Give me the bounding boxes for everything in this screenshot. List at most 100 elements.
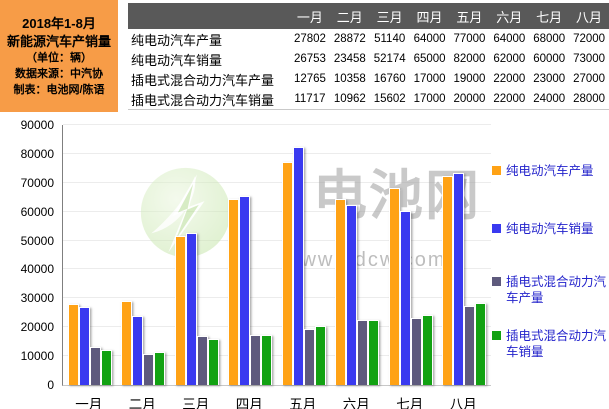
y-axis-tick-label: 0 [47, 378, 54, 392]
y-axis-tick-label: 70000 [20, 175, 54, 190]
table-cell: 65000 [413, 53, 446, 65]
table-cell: 23458 [333, 53, 366, 65]
legend-entry-bev-sales: 纯电动汽车销量 [492, 221, 607, 237]
credit-line: 制表：电池网/陈语 [13, 83, 105, 96]
table-row: 纯电动汽车产量 27802 28872 51140 64000 77000 64000 680… [128, 29, 609, 49]
table-cell: 12765 [293, 73, 326, 85]
table-cell: 22000 [493, 73, 526, 85]
gridline [63, 326, 491, 327]
table-cell: 23000 [533, 73, 566, 85]
table-cell: 77000 [453, 33, 486, 45]
bar-phev-sales [207, 339, 219, 385]
x-axis-label: 六月 [342, 397, 370, 409]
plot-area: 电池网 www.itdcw.com [62, 124, 491, 386]
legend-swatch-icon [492, 224, 501, 234]
chart-legend: 纯电动汽车产量 纯电动汽车销量插电式混合动力汽车产量 插电式混合动力汽车销量 [492, 115, 607, 361]
gridline [63, 355, 491, 356]
table-cell: 16760 [373, 73, 406, 85]
table-cell: 28000 [573, 93, 606, 105]
table-row-label: 纯电动汽车销量 [131, 52, 223, 68]
unit-note: （单位：辆） [26, 51, 92, 64]
bar-bev-sales [399, 211, 411, 385]
table-cell: 64000 [413, 33, 446, 45]
legend-swatch-icon [492, 166, 501, 175]
table-cell: 17000 [413, 73, 446, 85]
bar-group [277, 125, 331, 385]
bar-group [170, 125, 224, 385]
legend-label: 插电式混合动力汽车产量 [506, 274, 607, 305]
table-cell: 62000 [493, 53, 526, 65]
gridline [63, 240, 491, 241]
legend-label: 插电式混合动力汽车销量 [506, 329, 607, 360]
bar-phev-sales [368, 320, 380, 385]
table-header-cell: 四月 [409, 3, 450, 29]
gridline [63, 211, 491, 212]
y-axis-tick-label: 20000 [20, 320, 54, 335]
table-cell: 10358 [333, 73, 366, 85]
bar-bev-production [174, 236, 186, 385]
gridline [63, 297, 491, 298]
bar-bev-sales [292, 147, 304, 385]
table-cell: 27000 [573, 73, 606, 85]
bar-group [331, 125, 385, 385]
y-axis-tick-label: 90000 [20, 118, 54, 132]
table-cell: 72000 [573, 33, 606, 45]
bar-bev-production [281, 162, 293, 385]
x-axis-label: 五月 [289, 397, 317, 409]
table-cell: 15602 [373, 93, 406, 105]
table-cell: 52174 [373, 53, 406, 65]
bar-bev-production [228, 199, 240, 385]
report-title: 新能源汽车产销量 [6, 33, 111, 49]
table-cell: 27802 [293, 33, 326, 45]
table-header-cell: 八月 [569, 3, 609, 29]
bar-phev-sales [421, 315, 433, 385]
gridline [63, 124, 491, 125]
table-header-cell: 一月 [290, 3, 330, 29]
table-row: 纯电动汽车销量 26753 23458 52174 65000 82000 62000 600… [128, 49, 609, 69]
table-header-cell: 六月 [489, 3, 530, 29]
bar-bev-sales [185, 233, 197, 385]
bar-phev-sales [261, 335, 273, 385]
bar-bev-sales [346, 205, 358, 385]
table-header-cell: 七月 [529, 3, 570, 29]
x-axis-label: 七月 [396, 397, 424, 409]
table-cell: 11717 [294, 93, 326, 105]
table-cell: 22000 [493, 93, 526, 105]
bar-phev-production [303, 329, 315, 385]
table-cell: 51140 [374, 33, 406, 45]
bar-bev-production [121, 301, 133, 385]
x-axis-labels: 一月 二月 三月 四月 五月 六月 七月 八月 [62, 393, 490, 409]
y-axis-tick-label: 10000 [20, 349, 54, 364]
bar-group [117, 125, 171, 385]
y-axis-tick-label: 40000 [20, 262, 54, 277]
table-header-row: 一月 二月 三月 四月 五月 六月 七月 八月 [128, 3, 609, 29]
x-axis-label: 三月 [182, 397, 210, 409]
bar-phev-sales [100, 350, 112, 385]
bar-phev-production [357, 320, 369, 385]
x-axis-label: 一月 [75, 397, 103, 409]
table-row-label: 插电式混合动力汽车产量 [131, 72, 275, 88]
x-axis-label: 八月 [449, 397, 477, 409]
bar-phev-production [464, 306, 476, 385]
legend-label: 纯电动汽车产量 [506, 164, 594, 178]
bar-phev-sales [314, 326, 326, 385]
bar-phev-production [196, 336, 208, 385]
report-period: 2018年1-8月 [22, 15, 96, 31]
gridline [63, 153, 491, 154]
y-axis-tick-label: 80000 [20, 146, 54, 161]
bar-bev-sales [78, 307, 90, 385]
bar-series-area [63, 125, 491, 385]
bar-group [384, 125, 438, 385]
table-header-cell: 五月 [449, 3, 490, 29]
x-axis-label: 四月 [235, 397, 263, 409]
legend-entry-phev-sales: 插电式混合动力汽车销量 [492, 328, 607, 361]
bar-bev-sales [132, 316, 144, 385]
table-cell: 17000 [413, 93, 446, 105]
table-cell: 73000 [573, 53, 606, 65]
bar-group [438, 125, 492, 385]
table-cell: 20000 [453, 93, 486, 105]
bar-phev-production [250, 335, 262, 385]
bar-bev-production [335, 199, 347, 385]
gridline [63, 182, 491, 183]
table-cell: 60000 [533, 53, 566, 65]
